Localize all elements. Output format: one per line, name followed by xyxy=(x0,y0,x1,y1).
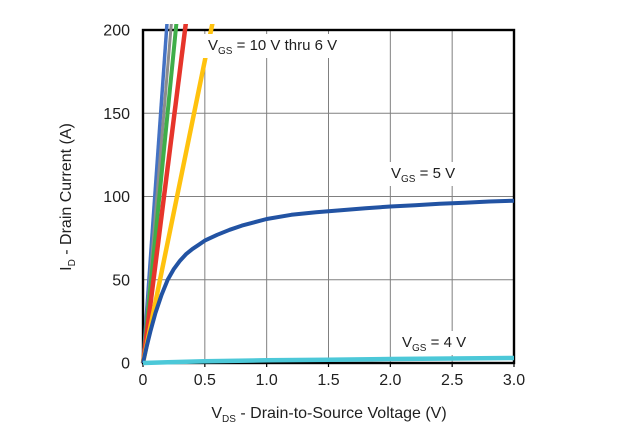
x-axis-label: VDS - Drain-to-Source Voltage (V) xyxy=(211,405,447,426)
y-tick-label-100: 100 xyxy=(103,189,130,206)
annotation-text: = 10 V thru 6 V xyxy=(232,37,338,54)
y-axis-label-text: I xyxy=(58,266,75,271)
annotation-vgs-10-thru-6: VGS = 10 V thru 6 V xyxy=(203,34,343,58)
x-axis-label-text: V xyxy=(211,405,223,422)
plot-border xyxy=(141,28,516,365)
annotation-text: = 4 V xyxy=(426,334,467,351)
curve-vgs-7-v xyxy=(140,24,189,364)
annotation-vgs-4: VGS = 4 V xyxy=(397,331,472,355)
y-axis-label-subscript: D xyxy=(67,259,79,267)
x-tick-label-3.0: 3.0 xyxy=(503,372,525,389)
x-tick-label-2.5: 2.5 xyxy=(441,372,463,389)
annotation-text: V xyxy=(208,37,219,54)
y-axis-label-text: - Drain Current (A) xyxy=(58,123,75,260)
y-tick-label-200: 200 xyxy=(103,23,130,40)
annotation-text: V xyxy=(391,165,402,182)
annotation-subscript: GS xyxy=(218,46,233,57)
annotation-text: V xyxy=(402,334,413,351)
y-tick-label-50: 50 xyxy=(112,272,130,289)
x-tick-label-2.0: 2.0 xyxy=(379,372,401,389)
y-tick-label-0: 0 xyxy=(121,356,130,373)
x-tick-label-0.5: 0.5 xyxy=(194,372,216,389)
annotation-subscript: GS xyxy=(401,174,416,185)
x-axis-label-subscript: DS xyxy=(222,414,236,426)
curves-layer xyxy=(140,24,515,366)
curve-vgs-6-v xyxy=(140,24,215,364)
y-axis-label: ID - Drain Current (A) xyxy=(58,123,79,271)
x-tick-label-1.5: 1.5 xyxy=(317,372,339,389)
curve-vgs-5-v xyxy=(141,198,515,364)
annotation-subscript: GS xyxy=(412,343,427,354)
curve-vgs-4-v xyxy=(142,355,515,366)
x-axis-label-text: - Drain-to-Source Voltage (V) xyxy=(235,405,447,422)
annotation-text: = 5 V xyxy=(415,165,456,182)
annotation-vgs-5: VGS = 5 V xyxy=(386,162,461,186)
x-tick-label-1.0: 1.0 xyxy=(256,372,278,389)
y-tick-label-150: 150 xyxy=(103,106,130,123)
x-tick-label-0: 0 xyxy=(139,372,148,389)
